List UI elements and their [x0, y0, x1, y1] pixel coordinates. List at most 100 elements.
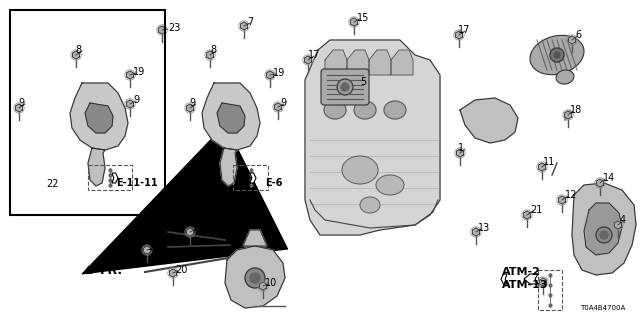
Polygon shape	[143, 246, 150, 254]
Polygon shape	[538, 163, 545, 171]
Text: 21: 21	[530, 205, 542, 215]
Bar	[10, 10, 165, 215]
Polygon shape	[241, 22, 248, 30]
Text: 22: 22	[46, 179, 58, 189]
Text: E-6: E-6	[265, 178, 282, 188]
Text: 9: 9	[133, 95, 139, 105]
Circle shape	[600, 231, 608, 239]
Text: 4: 4	[620, 215, 626, 225]
Polygon shape	[217, 103, 245, 133]
Polygon shape	[456, 149, 463, 157]
Text: 12: 12	[565, 190, 577, 200]
Circle shape	[341, 83, 349, 91]
Text: 9: 9	[189, 98, 195, 108]
Ellipse shape	[376, 175, 404, 195]
Polygon shape	[250, 173, 256, 183]
Text: 9: 9	[18, 98, 24, 108]
Circle shape	[337, 79, 353, 95]
Text: 19: 19	[133, 67, 145, 77]
Text: 15: 15	[357, 13, 369, 23]
Text: 16: 16	[148, 242, 160, 252]
Text: ATM-2: ATM-2	[502, 267, 541, 277]
Text: 5: 5	[360, 77, 366, 87]
Polygon shape	[186, 104, 193, 112]
Polygon shape	[127, 100, 134, 108]
Polygon shape	[460, 98, 518, 143]
Polygon shape	[186, 228, 193, 236]
Polygon shape	[127, 71, 134, 79]
Polygon shape	[243, 230, 267, 246]
Text: 23: 23	[168, 23, 180, 33]
Text: 20: 20	[175, 265, 188, 275]
Ellipse shape	[530, 35, 584, 75]
Polygon shape	[584, 203, 622, 255]
Polygon shape	[112, 173, 118, 183]
Text: 7: 7	[247, 17, 253, 27]
Polygon shape	[369, 50, 391, 75]
Bar	[233, 165, 268, 190]
Text: 11: 11	[543, 157, 556, 167]
Polygon shape	[568, 36, 575, 44]
Circle shape	[250, 273, 260, 283]
Ellipse shape	[354, 101, 376, 119]
Polygon shape	[85, 103, 113, 133]
Polygon shape	[70, 83, 128, 150]
Text: 9: 9	[280, 98, 286, 108]
Text: FR.: FR.	[100, 263, 123, 276]
Bar	[88, 165, 132, 190]
Polygon shape	[266, 71, 273, 79]
Text: 3: 3	[268, 235, 274, 245]
Polygon shape	[225, 246, 285, 308]
Text: ATM-13: ATM-13	[502, 280, 548, 290]
FancyBboxPatch shape	[321, 69, 369, 105]
Text: 8: 8	[210, 45, 216, 55]
Polygon shape	[564, 111, 572, 119]
Ellipse shape	[556, 70, 574, 84]
Polygon shape	[351, 18, 358, 26]
Text: 6: 6	[575, 30, 581, 40]
Circle shape	[596, 227, 612, 243]
Polygon shape	[456, 31, 463, 39]
Polygon shape	[596, 179, 604, 187]
Text: 2: 2	[195, 179, 201, 189]
Text: 16: 16	[192, 223, 204, 233]
Polygon shape	[88, 148, 105, 186]
Text: 18: 18	[570, 105, 582, 115]
Circle shape	[245, 268, 265, 288]
Polygon shape	[524, 274, 538, 284]
Polygon shape	[391, 50, 413, 75]
Polygon shape	[325, 50, 347, 75]
Polygon shape	[501, 274, 507, 284]
Text: 19: 19	[273, 68, 285, 78]
Ellipse shape	[384, 101, 406, 119]
Bar	[538, 270, 562, 310]
Polygon shape	[220, 148, 237, 186]
Polygon shape	[472, 228, 479, 236]
Text: E-11-11: E-11-11	[116, 178, 157, 188]
Polygon shape	[347, 50, 369, 75]
Text: T0A4B4700A: T0A4B4700A	[580, 305, 625, 311]
Polygon shape	[540, 278, 547, 286]
Polygon shape	[202, 83, 260, 150]
Polygon shape	[305, 40, 440, 235]
Polygon shape	[170, 269, 177, 277]
Polygon shape	[524, 211, 531, 219]
Polygon shape	[305, 56, 312, 64]
Text: 14: 14	[603, 173, 615, 183]
Polygon shape	[15, 104, 22, 112]
Polygon shape	[159, 26, 166, 34]
Polygon shape	[72, 51, 79, 59]
Text: 13: 13	[478, 223, 490, 233]
Circle shape	[554, 52, 560, 58]
Text: 17: 17	[458, 25, 470, 35]
Text: 10: 10	[265, 278, 277, 288]
Polygon shape	[207, 51, 214, 59]
Text: 8: 8	[75, 45, 81, 55]
Ellipse shape	[342, 156, 378, 184]
Text: 1: 1	[458, 143, 464, 153]
Polygon shape	[260, 282, 266, 290]
Polygon shape	[614, 221, 621, 229]
Text: 17: 17	[308, 50, 321, 60]
Ellipse shape	[360, 197, 380, 213]
Circle shape	[550, 48, 564, 62]
